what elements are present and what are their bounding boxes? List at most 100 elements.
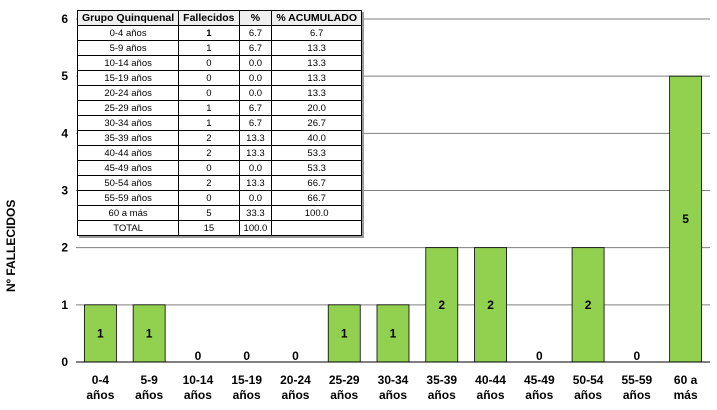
table-row: 40-44 años 2 13.3 53.3 xyxy=(76,145,363,161)
table-cell xyxy=(271,220,363,236)
x-tick-label: años xyxy=(135,388,163,402)
table-cell: 66.7 xyxy=(271,190,363,206)
table-cell: 6.7 xyxy=(238,25,273,41)
table-header-cell: Fallecidos xyxy=(178,10,240,26)
table-cell: 0.0 xyxy=(238,70,273,86)
table-cell: 13.3 xyxy=(271,55,363,71)
table-cell: 2 xyxy=(178,130,240,146)
x-axis-labels: 0-4años5-9años10-14años15-19años20-24año… xyxy=(86,373,698,402)
bar xyxy=(571,247,605,363)
table-cell: 45-49 años xyxy=(76,160,180,176)
table-row: 50-54 años 2 13.3 66.7 xyxy=(76,175,363,191)
table-cell: 13.3 xyxy=(238,145,273,161)
table-cell: 20.0 xyxy=(271,100,363,116)
table-cell: 0-4 años xyxy=(76,25,180,41)
table-cell: 100.0 xyxy=(238,220,273,236)
x-tick-label: 25-29 xyxy=(329,373,360,387)
table-cell: 53.3 xyxy=(271,145,363,161)
y-axis-ticks: 0 1 2 3 4 5 6 xyxy=(61,12,68,369)
data-label: 2 xyxy=(487,298,494,312)
bar xyxy=(376,304,410,363)
x-tick-label: años xyxy=(574,388,602,402)
bar xyxy=(327,304,361,363)
x-tick-label: 30-34 xyxy=(378,373,409,387)
y-tick-label: 1 xyxy=(61,298,68,312)
table-row: TOTAL 15 100.0 xyxy=(76,220,363,236)
y-tick-label: 6 xyxy=(61,12,68,26)
table-row: 5-9 años 1 6.7 13.3 xyxy=(76,40,363,56)
table-cell: 15-19 años xyxy=(76,70,180,86)
table-cell: 6.7 xyxy=(238,40,273,56)
table-header-cell: % ACUMULADO xyxy=(271,10,363,26)
bar xyxy=(669,75,703,363)
y-tick-label: 3 xyxy=(61,184,68,198)
table-cell: 10-14 años xyxy=(76,55,180,71)
table-cell: 0.0 xyxy=(238,160,273,176)
table-cell: 1 xyxy=(178,25,240,41)
x-tick-label: años xyxy=(428,388,456,402)
x-tick-label: años xyxy=(233,388,261,402)
table-cell: 0 xyxy=(178,160,240,176)
table-cell: 6.7 xyxy=(271,25,363,41)
table-cell: 66.7 xyxy=(271,175,363,191)
table-cell: 25-29 años xyxy=(76,100,180,116)
table-row: 35-39 años 2 13.3 40.0 xyxy=(76,130,363,146)
data-label: 1 xyxy=(146,326,153,340)
table-cell: 50-54 años xyxy=(76,175,180,191)
table-cell: 1 xyxy=(178,115,240,131)
x-tick-label: 0-4 xyxy=(92,373,110,387)
data-label: 2 xyxy=(438,298,445,312)
table-cell: 1 xyxy=(178,100,240,116)
data-label: 5 xyxy=(682,212,689,226)
table-row: 20-24 años 0 0.0 13.3 xyxy=(76,85,363,101)
x-tick-label: 10-14 xyxy=(183,373,214,387)
x-tick-label: 5-9 xyxy=(140,373,158,387)
table-cell: 0 xyxy=(178,55,240,71)
x-tick-label: años xyxy=(86,388,114,402)
table-row: 45-49 años 0 0.0 53.3 xyxy=(76,160,363,176)
table-header-row: Grupo Quinquenal Fallecidos % % ACUMULAD… xyxy=(76,10,363,26)
x-tick-label: más xyxy=(674,388,698,402)
data-label: 0 xyxy=(243,349,250,363)
data-label: 1 xyxy=(97,326,104,340)
table-cell: 13.3 xyxy=(271,40,363,56)
table-cell: 5-9 años xyxy=(76,40,180,56)
y-tick-label: 0 xyxy=(61,355,68,369)
bar xyxy=(425,247,459,363)
data-labels: 1 1 0 0 0 1 1 2 2 0 2 0 5 xyxy=(97,212,689,363)
bars xyxy=(83,75,703,363)
bar xyxy=(474,247,507,363)
table-cell: 33.3 xyxy=(238,205,273,221)
table-cell: 13.3 xyxy=(271,70,363,86)
table-cell: 26.7 xyxy=(271,115,363,131)
bar xyxy=(132,304,166,363)
data-label: 0 xyxy=(195,349,202,363)
table-header-cell: Grupo Quinquenal xyxy=(76,10,180,26)
x-tick-label: años xyxy=(379,388,407,402)
table-cell: 40-44 años xyxy=(76,145,180,161)
table-header-cell: % xyxy=(238,10,273,26)
data-label: 0 xyxy=(292,349,299,363)
table-cell: 20-24 años xyxy=(76,85,180,101)
table-row: 15-19 años 0 0.0 13.3 xyxy=(76,70,363,86)
x-tick-label: años xyxy=(281,388,309,402)
data-label: 0 xyxy=(634,349,641,363)
x-tick-label: años xyxy=(623,388,651,402)
x-tick-label: años xyxy=(330,388,358,402)
table-cell: 13.3 xyxy=(238,175,273,191)
table-cell: 0 xyxy=(178,190,240,206)
x-tick-label: 55-59 xyxy=(621,373,652,387)
data-label: 2 xyxy=(585,298,592,312)
table-row: 30-34 años 1 6.7 26.7 xyxy=(76,115,363,131)
table-row: 60 a más 5 33.3 100.0 xyxy=(76,205,363,221)
table-cell: 13.3 xyxy=(271,85,363,101)
table-cell: 6.7 xyxy=(238,100,273,116)
table-row: 55-59 años 0 0.0 66.7 xyxy=(76,190,363,206)
table-cell: 55-59 años xyxy=(76,190,180,206)
table-row: 0-4 años 1 6.7 6.7 xyxy=(76,25,363,41)
table-row: 10-14 años 0 0.0 13.3 xyxy=(76,55,363,71)
x-tick-label: 35-39 xyxy=(426,373,457,387)
y-axis-label: Nº FALLECIDOS xyxy=(4,199,18,292)
x-tick-label: 40-44 xyxy=(475,373,506,387)
table-cell: 60 a más xyxy=(76,205,180,221)
